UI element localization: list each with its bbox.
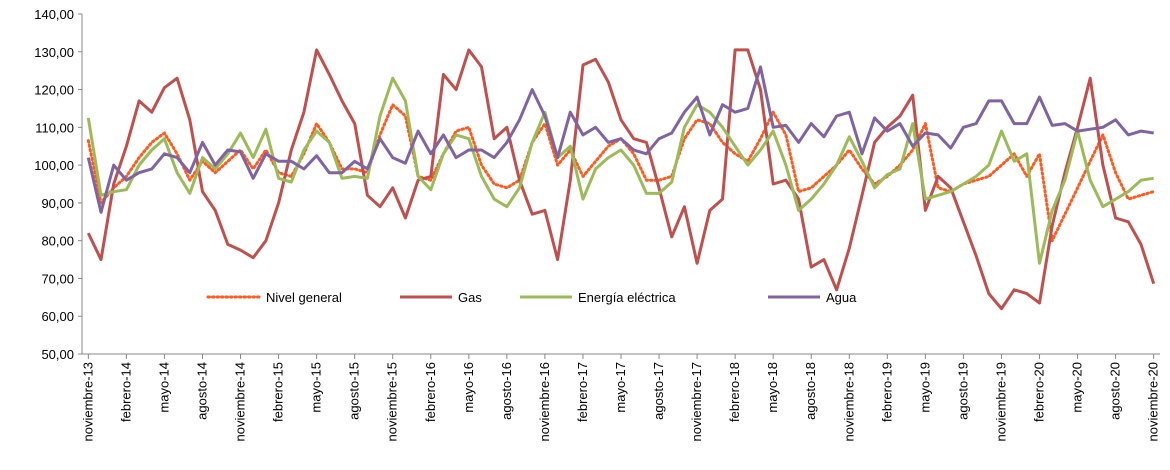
y-tick-label: 50,00 — [41, 347, 74, 362]
x-tick-label: mayo-16 — [461, 362, 476, 413]
series-line — [86, 48, 1156, 311]
x-tick-label: febrero-17 — [575, 362, 590, 422]
y-tick-label: 70,00 — [41, 271, 74, 286]
x-tick-label: agosto-17 — [651, 362, 666, 420]
x-tick-label: noviembre-14 — [233, 362, 248, 442]
legend-label: Agua — [826, 290, 857, 305]
x-tick-label: febrero-16 — [423, 362, 438, 422]
x-tick-label: mayo-17 — [613, 362, 628, 413]
x-tick-label: agosto-15 — [347, 362, 362, 420]
x-tick-label: noviembre-16 — [537, 362, 552, 442]
series-line — [86, 103, 1156, 243]
y-tick-label: 100,00 — [34, 158, 74, 173]
x-tick-label: mayo-18 — [765, 362, 780, 413]
y-tick-label: 80,00 — [41, 234, 74, 249]
x-tick-label: noviembre-19 — [993, 362, 1008, 442]
x-tick-label: agosto-16 — [499, 362, 514, 420]
x-tick-label: noviembre-20 — [1146, 362, 1161, 442]
x-tick-label: febrero-19 — [879, 362, 894, 422]
x-tick-label: mayo-19 — [917, 362, 932, 413]
y-tick-label: 110,00 — [35, 120, 74, 135]
y-tick-label: 90,00 — [41, 196, 74, 211]
x-tick-label: febrero-20 — [1032, 362, 1047, 422]
x-tick-label: noviembre-13 — [80, 362, 95, 442]
x-tick-label: agosto-14 — [194, 362, 209, 420]
x-tick-label: mayo-20 — [1070, 362, 1085, 413]
y-tick-label: 130,00 — [34, 45, 74, 60]
x-tick-label: febrero-14 — [118, 362, 133, 422]
x-tick-label: agosto-18 — [803, 362, 818, 420]
x-tick-label: febrero-15 — [271, 362, 286, 422]
series-line — [86, 76, 1154, 265]
legend-label: Nivel general — [266, 290, 342, 305]
legend-label: Energía eléctrica — [578, 290, 676, 305]
x-tick-label: noviembre-17 — [689, 362, 704, 442]
x-tick-label: mayo-14 — [156, 362, 171, 413]
x-tick-label: agosto-19 — [955, 362, 970, 420]
x-tick-label: noviembre-15 — [385, 362, 400, 442]
y-tick-label: 120,00 — [34, 83, 74, 98]
series-line — [86, 65, 1154, 214]
legend-label: Gas — [458, 290, 482, 305]
x-tick-label: mayo-15 — [309, 362, 324, 413]
y-tick-label: 140,00 — [34, 7, 74, 22]
x-tick-label: agosto-20 — [1108, 362, 1123, 420]
x-tick-label: noviembre-18 — [841, 362, 856, 442]
x-tick-label: febrero-18 — [727, 362, 742, 422]
y-tick-label: 60,00 — [41, 309, 74, 324]
